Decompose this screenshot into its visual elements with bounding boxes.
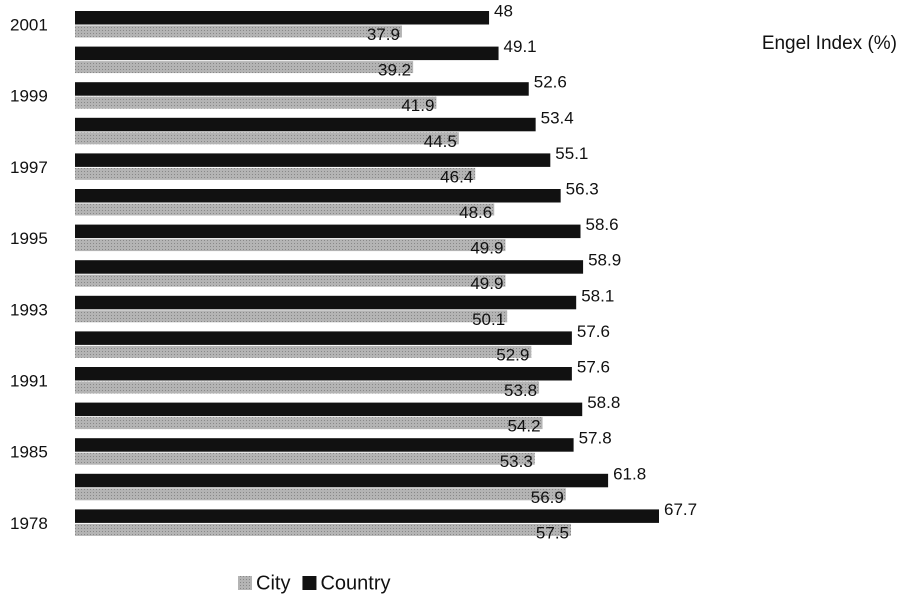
value-label: 55.1 <box>555 144 588 163</box>
chart-title: Engel Index (%) <box>762 33 897 54</box>
bar <box>75 402 583 417</box>
legend-swatch <box>302 576 317 590</box>
value-label: 48.6 <box>459 203 492 222</box>
bar <box>75 132 459 145</box>
y-tick-label: 1978 <box>10 514 48 533</box>
bar <box>75 117 536 132</box>
y-tick-label: 1997 <box>10 158 48 177</box>
value-label: 67.7 <box>664 500 697 519</box>
bar <box>75 11 490 25</box>
bar <box>75 438 574 452</box>
value-label: 49.9 <box>470 274 503 293</box>
legend-swatch <box>238 576 252 590</box>
bar <box>75 224 581 239</box>
value-label: 57.5 <box>536 523 569 542</box>
bar <box>75 509 659 523</box>
value-label: 53.4 <box>541 108 574 127</box>
bar <box>75 61 414 74</box>
bar <box>75 417 543 430</box>
y-tick-label: 1995 <box>10 229 48 248</box>
bar <box>75 274 506 287</box>
y-tick-label: 2001 <box>10 15 48 34</box>
value-label: 54.2 <box>507 417 540 436</box>
value-label: 52.6 <box>534 73 567 92</box>
bar <box>75 367 572 381</box>
value-label: 39.2 <box>378 61 411 80</box>
value-label: 52.9 <box>496 345 529 364</box>
value-label: 37.9 <box>367 25 400 44</box>
value-label: 57.6 <box>577 322 610 341</box>
bar <box>75 523 572 536</box>
bar <box>75 153 551 167</box>
y-tick-label: 1991 <box>10 371 48 390</box>
bar <box>75 331 572 345</box>
value-label: 50.1 <box>472 310 505 329</box>
value-label: 57.8 <box>579 429 612 448</box>
value-label: 49.9 <box>470 239 503 258</box>
value-label: 58.9 <box>588 251 621 270</box>
value-label: 58.8 <box>587 393 620 412</box>
value-label: 58.1 <box>581 286 614 305</box>
value-label: 56.9 <box>531 488 564 507</box>
bar <box>75 46 499 61</box>
value-label: 53.3 <box>500 452 533 471</box>
legend-label: City <box>256 572 290 594</box>
bar <box>75 381 540 394</box>
bar <box>75 203 495 216</box>
bar <box>75 167 476 180</box>
bar <box>75 239 506 252</box>
value-label: 53.8 <box>504 381 537 400</box>
bar <box>75 189 561 203</box>
bar <box>75 25 402 38</box>
bar <box>75 295 577 310</box>
y-tick-label: 1993 <box>10 300 48 319</box>
bar <box>75 310 508 323</box>
value-label: 46.4 <box>440 167 473 186</box>
value-label: 44.5 <box>424 132 457 151</box>
value-label: 49.1 <box>504 37 537 56</box>
value-label: 57.6 <box>577 357 610 376</box>
bar <box>75 488 566 501</box>
value-label: 41.9 <box>401 96 434 115</box>
bar <box>75 452 535 465</box>
bar <box>75 82 529 96</box>
bar <box>75 96 437 109</box>
value-label: 56.3 <box>566 179 599 198</box>
y-tick-label: 1985 <box>10 443 48 462</box>
legend-label: Country <box>320 572 390 594</box>
bar <box>75 260 584 274</box>
bar <box>75 473 609 488</box>
value-label: 58.6 <box>586 215 619 234</box>
y-tick-label: 1999 <box>10 87 48 106</box>
bar <box>75 345 532 358</box>
value-label: 48 <box>494 1 513 20</box>
value-label: 61.8 <box>613 464 646 483</box>
